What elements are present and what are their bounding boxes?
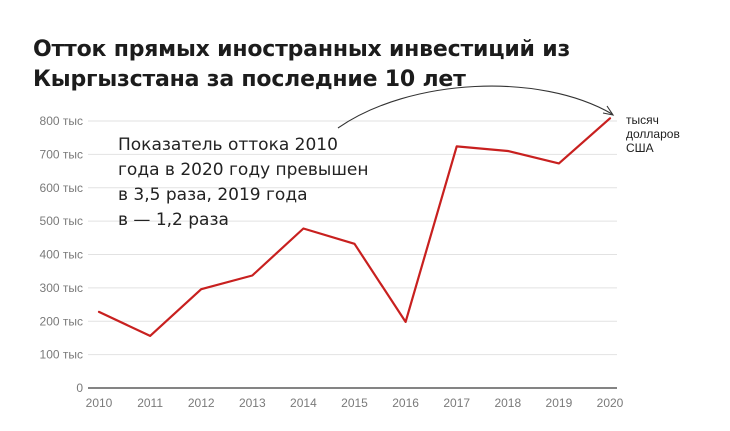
series-line: [97, 117, 612, 337]
chart-title-line-2: Кыргызстана за последние 10 лет: [33, 67, 466, 92]
x-tick-label: 2014: [290, 396, 317, 410]
series-layer: [97, 117, 612, 337]
x-tick-label: 2020: [597, 396, 624, 410]
y-tick-label: 600 тыс: [40, 181, 83, 195]
unit-label-line-2: долларов: [626, 127, 680, 141]
x-tick-label: 2012: [188, 396, 215, 410]
annotation-line-4: в — 1,2 раза: [118, 210, 229, 230]
grid-lines: [88, 120, 617, 356]
annotation-arrow: [337, 85, 613, 129]
annotation-line-2: года в 2020 году превышен: [118, 160, 368, 180]
x-tick-label: 2016: [392, 396, 419, 410]
y-tick-label: 700 тыс: [40, 147, 83, 161]
x-tick-label: 2013: [239, 396, 266, 410]
y-tick-label: 200 тыс: [40, 314, 83, 328]
annotation-line-3: в 3,5 раза, 2019 года: [118, 185, 308, 205]
y-tick-label: 400 тыс: [40, 248, 83, 262]
chart-title: Отток прямых иностранных инвестиций из К…: [33, 35, 593, 95]
chart-title-line-1: Отток прямых иностранных инвестиций из: [33, 37, 571, 62]
x-tick-label: 2017: [443, 396, 470, 410]
y-tick-label: 0: [76, 381, 83, 395]
unit-label-line-1: тысяч: [626, 113, 659, 127]
x-tick-label: 2015: [341, 396, 368, 410]
x-axis-ticks: 2010 2011 2012 2013 2014 2015 2016 2017 2018 2019…: [86, 396, 624, 410]
y-tick-label: 300 тыс: [40, 281, 83, 295]
unit-label: тысяч долларов США: [626, 113, 683, 155]
y-axis-ticks: 0 100 тыс 200 тыс 300 тыс 400 тыс 500 тыс 600 …: [40, 114, 84, 395]
annotation-arrow-head: [602, 105, 615, 116]
annotation-line-1: Показатель оттока 2010: [118, 135, 338, 155]
x-tick-label: 2019: [546, 396, 573, 410]
x-tick-label: 2011: [137, 396, 163, 410]
unit-label-line-3: США: [626, 141, 654, 155]
x-tick-label: 2010: [86, 396, 113, 410]
annotation-text: Показатель оттока 2010 года в 2020 году …: [118, 135, 374, 230]
x-tick-label: 2018: [494, 396, 521, 410]
y-tick-label: 500 тыс: [40, 214, 83, 228]
y-tick-label: 800 тыс: [40, 114, 83, 128]
y-tick-label: 100 тыс: [40, 348, 83, 362]
